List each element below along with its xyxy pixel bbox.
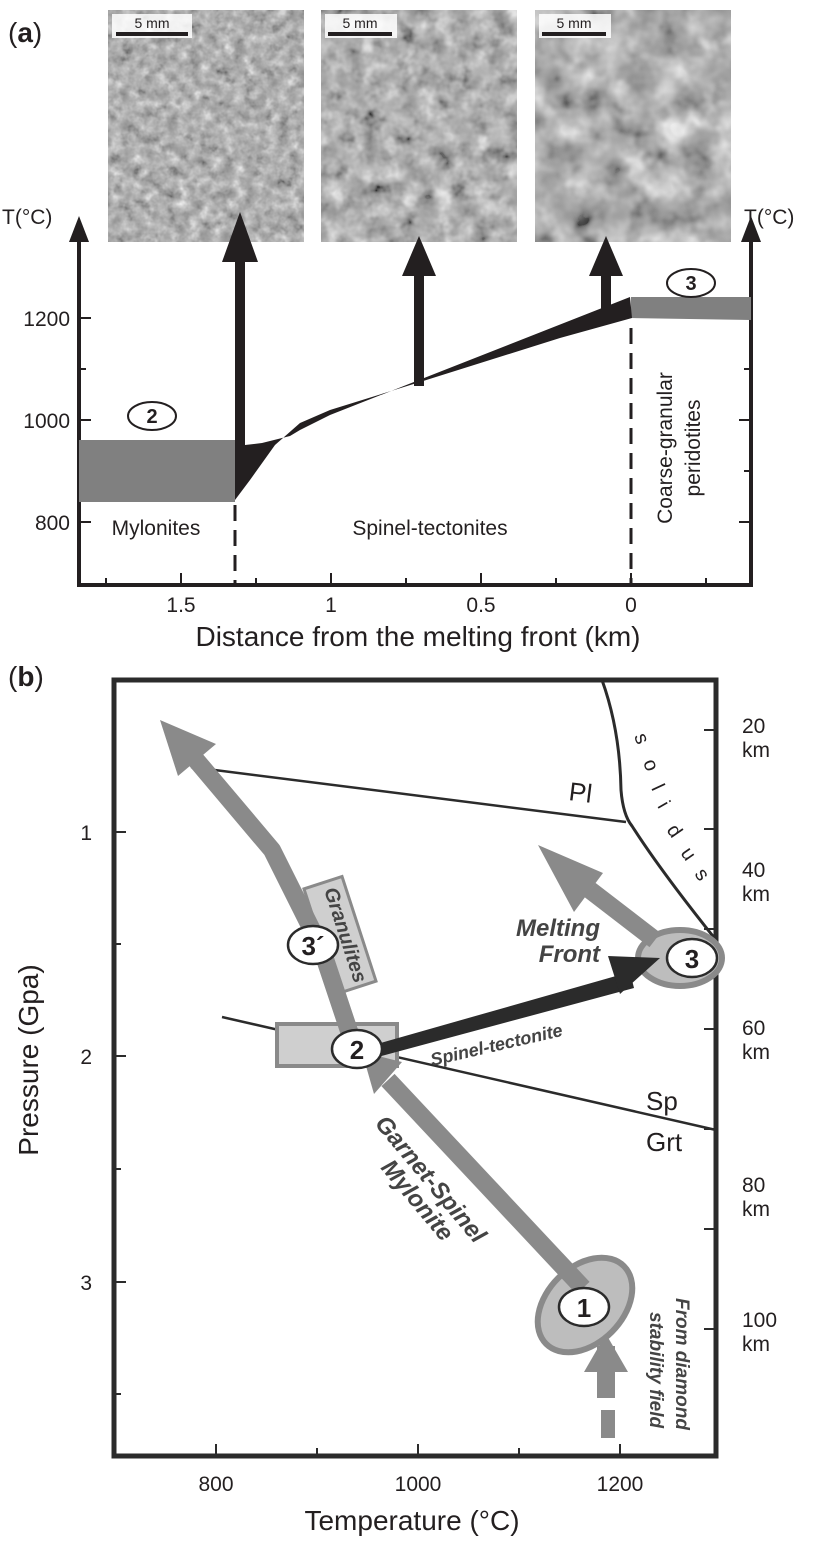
x-tick-label: 1.5 — [166, 594, 195, 617]
x-tick-label: 0 — [625, 594, 637, 617]
x-axis-title: Temperature (°C) — [304, 1505, 519, 1536]
x-axis-title: Distance from the melting front (km) — [195, 621, 640, 652]
svg-text:km: km — [742, 739, 770, 762]
svg-text:o: o — [638, 756, 662, 774]
x-tick-label: 1 — [325, 594, 337, 617]
micrograph-spinel-tectonite: 5 mm — [321, 10, 517, 242]
x-tick-label: 800 — [198, 1473, 233, 1496]
svg-text:20: 20 — [742, 715, 765, 738]
sp-label: Sp — [646, 1086, 678, 1116]
y-tick-label: 1200 — [23, 308, 70, 331]
svg-text:3: 3 — [685, 273, 696, 295]
svg-text:km: km — [742, 1198, 770, 1221]
svg-text:2: 2 — [350, 1035, 364, 1065]
badge-2: 2 — [330, 1028, 384, 1070]
svg-text:100: 100 — [742, 1309, 777, 1332]
svg-text:km: km — [742, 1041, 770, 1064]
plot-frame — [111, 677, 719, 1459]
scale-bar-label: 5 mm — [135, 15, 170, 31]
y-tick-label: 3 — [80, 1272, 92, 1295]
scale-bar-label: 5 mm — [557, 15, 592, 31]
x-tick-label: 1000 — [395, 1473, 442, 1496]
svg-text:l: l — [646, 781, 668, 794]
micrograph-coarse-granular: 5 mm — [535, 10, 731, 242]
badge-3-prime: 3´ — [286, 924, 340, 966]
zone-coarse-label-1: Coarse-granular — [654, 372, 677, 524]
svg-text:s: s — [690, 864, 714, 885]
y-tick-label: 1 — [80, 822, 92, 845]
zone-coarse-label-2: peridotites — [682, 400, 705, 497]
y-tick-label: 800 — [35, 512, 70, 535]
x-tick-label: 0.5 — [466, 594, 495, 617]
pl-label: Pl — [567, 776, 594, 809]
panel-b-label: (b) — [8, 661, 44, 692]
spinel-tectonite-arrow — [370, 956, 660, 1058]
svg-text:60: 60 — [742, 1017, 765, 1040]
y-axis-arrow-left — [69, 216, 89, 242]
badge-2: 2 — [127, 401, 177, 431]
panel-a-axes — [77, 238, 753, 587]
y-tick-label: 2 — [80, 1046, 92, 1069]
x-tick-label: 1200 — [597, 1473, 644, 1496]
svg-text:3: 3 — [685, 944, 699, 974]
solidus-curve — [600, 679, 718, 941]
melting-front-label-2: Front — [539, 941, 601, 968]
plagioclase-boundary — [190, 765, 627, 824]
y-label-left: T(°C) — [2, 206, 52, 229]
depth-axis: 20 km 40 km 60 km 80 km 100 km — [742, 715, 777, 1356]
panel-a-label: (a) — [8, 17, 42, 48]
zone-spinel-label: Spinel-tectonites — [352, 517, 507, 540]
coarse-temperature-bar — [631, 297, 751, 320]
y-axis-title: Pressure (Gpa) — [13, 964, 44, 1155]
diamond-label-1: From diamond — [671, 1298, 692, 1430]
micrograph-arrows — [222, 212, 623, 460]
solidus-label: s o l i d u s — [629, 730, 713, 885]
svg-text:2: 2 — [146, 406, 157, 428]
badge-3: 3 — [666, 268, 716, 298]
svg-text:km: km — [742, 883, 770, 906]
svg-text:i: i — [653, 798, 674, 813]
diamond-label-2: stability field — [645, 1312, 666, 1429]
panel-b: (b) 800 1000 1200 Tempera — [8, 661, 777, 1536]
svg-text:d: d — [662, 820, 686, 842]
mylonite-temperature-bar — [79, 440, 235, 502]
y-tick-label: 1000 — [23, 410, 70, 433]
melting-front-label-1: Melting — [516, 915, 600, 942]
y-axis-arrow-right — [741, 216, 761, 242]
svg-text:1: 1 — [577, 1293, 591, 1323]
svg-text:40: 40 — [742, 859, 765, 882]
temperature-profile — [235, 297, 632, 500]
svg-text:80: 80 — [742, 1174, 765, 1197]
svg-text:km: km — [742, 1333, 770, 1356]
svg-text:u: u — [676, 843, 700, 865]
zone-mylonites-label: Mylonites — [112, 517, 201, 540]
y-label-right: T(°C) — [744, 206, 794, 229]
svg-text:3´: 3´ — [301, 931, 324, 961]
grt-label: Grt — [646, 1127, 683, 1157]
panel-a: (a) 5 mm 5 mm 5 mm — [2, 10, 794, 652]
scale-bar-label: 5 mm — [343, 15, 378, 31]
badge-1: 1 — [557, 1286, 611, 1328]
badge-3: 3 — [665, 937, 719, 979]
micrograph-mylonite: 5 mm — [108, 10, 304, 242]
svg-text:s: s — [629, 730, 653, 747]
